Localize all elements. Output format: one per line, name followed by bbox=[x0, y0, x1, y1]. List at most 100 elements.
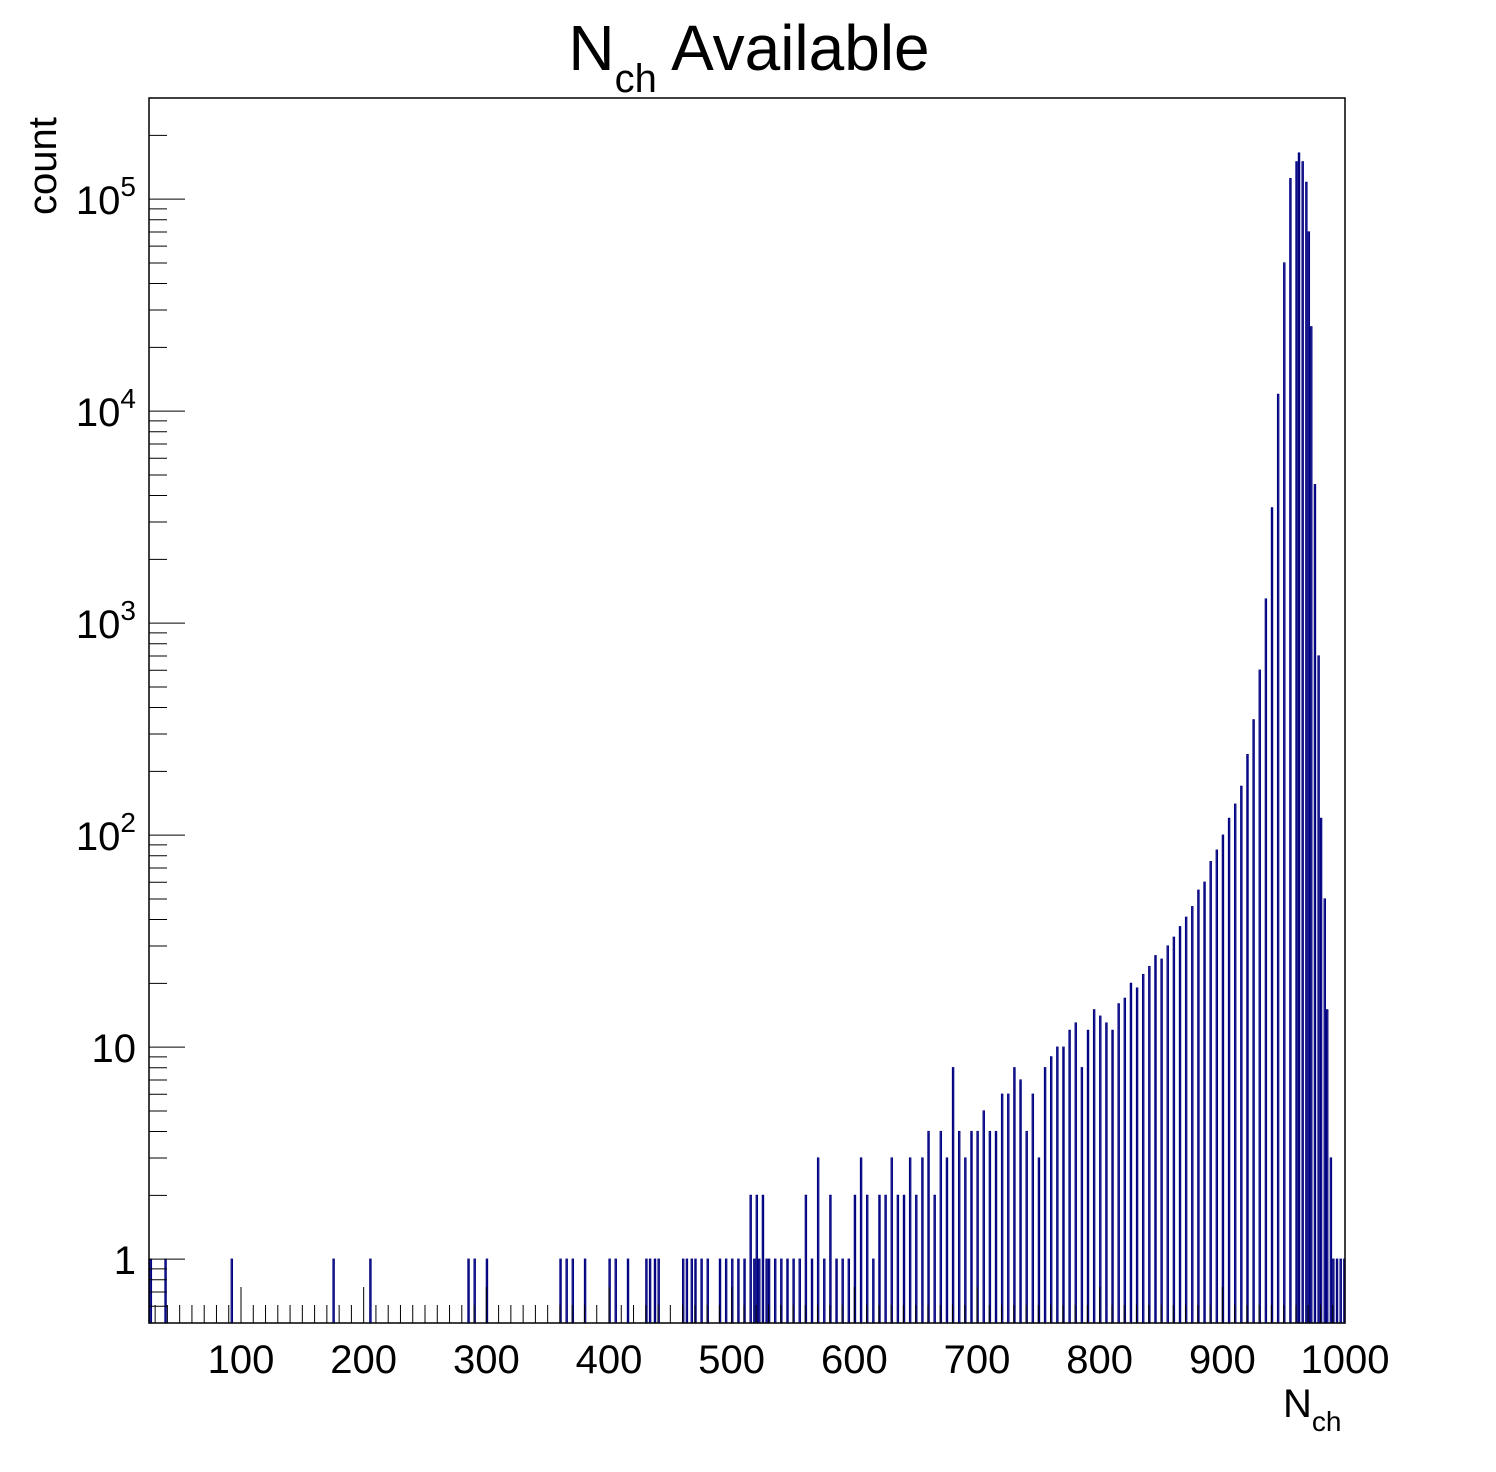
x-axis-label-sub: ch bbox=[1312, 1406, 1342, 1437]
histogram-bar bbox=[749, 1194, 752, 1324]
histogram-bar bbox=[908, 1157, 912, 1324]
histogram-bar bbox=[872, 1258, 875, 1324]
histogram-bar bbox=[1068, 1029, 1071, 1324]
histogram-bar bbox=[1043, 1067, 1047, 1324]
histogram-bar bbox=[1264, 598, 1268, 1324]
histogram-bar bbox=[1329, 1157, 1333, 1324]
x-tick-label: 500 bbox=[698, 1338, 765, 1382]
y-axis-ticks: 1 10 102 103 104 105 bbox=[76, 97, 185, 1324]
histogram-bar bbox=[1135, 987, 1139, 1324]
x-tick-label: 900 bbox=[1189, 1338, 1256, 1382]
x-tick-label: 1000 bbox=[1301, 1338, 1390, 1382]
histogram-bar bbox=[1037, 1157, 1041, 1324]
histogram-bar bbox=[565, 1258, 568, 1324]
histogram-bar bbox=[765, 1258, 768, 1324]
histogram-bar bbox=[1154, 955, 1157, 1324]
histogram-bar bbox=[1252, 719, 1255, 1324]
histogram-bar bbox=[921, 1157, 924, 1324]
histogram-bar bbox=[994, 1130, 998, 1324]
histogram-bar bbox=[896, 1194, 900, 1324]
histogram-bar bbox=[1319, 817, 1323, 1324]
histogram-bar bbox=[1184, 916, 1188, 1324]
histogram-bar bbox=[1339, 1258, 1342, 1324]
y-tick-label: 104 bbox=[76, 383, 136, 435]
histogram-bar bbox=[1325, 1009, 1329, 1324]
histogram-bar bbox=[1148, 965, 1151, 1324]
histogram-bar bbox=[1283, 262, 1286, 1324]
histogram-bar bbox=[847, 1258, 851, 1324]
histogram-bar bbox=[724, 1258, 728, 1324]
histogram-bar bbox=[230, 1258, 234, 1324]
histogram-bar bbox=[1203, 881, 1206, 1324]
histogram-bar bbox=[1297, 152, 1301, 1324]
histogram-bar bbox=[964, 1157, 967, 1324]
histogram-bar bbox=[1313, 484, 1317, 1324]
chart-title-main: N bbox=[568, 12, 614, 84]
histogram-bar bbox=[951, 1067, 955, 1324]
histogram-bar bbox=[1019, 1079, 1022, 1324]
histogram-bar bbox=[884, 1194, 887, 1324]
histogram-bar bbox=[1007, 1093, 1010, 1324]
histogram-bar bbox=[859, 1157, 863, 1324]
histogram-bar bbox=[1178, 926, 1182, 1324]
histogram-bar bbox=[816, 1157, 820, 1324]
histogram-bar bbox=[1099, 1015, 1102, 1324]
histogram-bar bbox=[773, 1258, 777, 1324]
histogram-bar bbox=[614, 1258, 617, 1324]
histogram-bar bbox=[1197, 889, 1200, 1324]
histogram-bar bbox=[804, 1194, 808, 1324]
histogram-bar bbox=[1215, 849, 1219, 1324]
histogram-bar bbox=[1166, 945, 1169, 1324]
histogram-bar bbox=[1270, 507, 1274, 1324]
chart-title-sub: ch bbox=[615, 57, 657, 101]
histogram-bar bbox=[810, 1258, 814, 1324]
histogram-bar bbox=[902, 1194, 906, 1324]
histogram-bar bbox=[653, 1258, 657, 1324]
histogram-bar bbox=[835, 1258, 838, 1324]
histogram-bar bbox=[1105, 1022, 1108, 1324]
x-axis-label: Nch bbox=[1283, 1382, 1341, 1437]
x-axis-ticks: 100 200 300 400 500 600 700 800 900 1000 bbox=[154, 1287, 1390, 1382]
histogram-bar bbox=[1074, 1022, 1077, 1324]
histogram-bar bbox=[467, 1258, 470, 1324]
histogram-bar bbox=[957, 1130, 961, 1324]
histogram-bar bbox=[1233, 803, 1237, 1324]
histogram-bar bbox=[865, 1194, 869, 1324]
histogram-bar bbox=[1172, 936, 1176, 1324]
histogram-bar bbox=[988, 1130, 992, 1324]
histogram-bar bbox=[939, 1130, 943, 1324]
x-tick-label: 300 bbox=[453, 1338, 520, 1382]
plot-frame bbox=[148, 97, 1346, 1324]
histogram-bar bbox=[1062, 1046, 1065, 1324]
y-tick-label: 102 bbox=[76, 807, 136, 859]
histogram-bar bbox=[1141, 973, 1145, 1324]
histogram-bar bbox=[1013, 1067, 1016, 1324]
y-tick-label: 10 bbox=[92, 1027, 137, 1071]
x-axis-label-main: N bbox=[1283, 1382, 1312, 1426]
histogram-bar bbox=[1301, 161, 1304, 1324]
histogram-bar bbox=[927, 1130, 930, 1324]
histogram-bar bbox=[1123, 997, 1127, 1324]
histogram-bar bbox=[1335, 1258, 1339, 1324]
histogram-bar bbox=[890, 1157, 893, 1324]
x-tick-label: 200 bbox=[330, 1338, 397, 1382]
histogram-bar bbox=[761, 1194, 765, 1324]
histogram-bar bbox=[753, 1258, 756, 1324]
histogram-bar bbox=[1160, 958, 1163, 1324]
histogram-bar bbox=[970, 1130, 973, 1324]
histogram-bar bbox=[700, 1258, 703, 1324]
histogram-bar bbox=[1049, 1056, 1053, 1324]
histogram-bar bbox=[1056, 1046, 1059, 1324]
histogram-bar bbox=[933, 1194, 936, 1324]
histogram-bar bbox=[1092, 1009, 1096, 1324]
histogram-bar bbox=[982, 1110, 985, 1324]
x-tick-label: 400 bbox=[576, 1338, 643, 1382]
histogram-bar bbox=[1307, 231, 1311, 1324]
histogram-bar bbox=[332, 1258, 335, 1324]
histogram-bar bbox=[737, 1258, 740, 1324]
y-axis-label: count bbox=[21, 117, 65, 215]
histogram-bar bbox=[1025, 1130, 1028, 1324]
histogram-bar bbox=[1221, 834, 1225, 1324]
histogram-bar bbox=[755, 1194, 759, 1324]
